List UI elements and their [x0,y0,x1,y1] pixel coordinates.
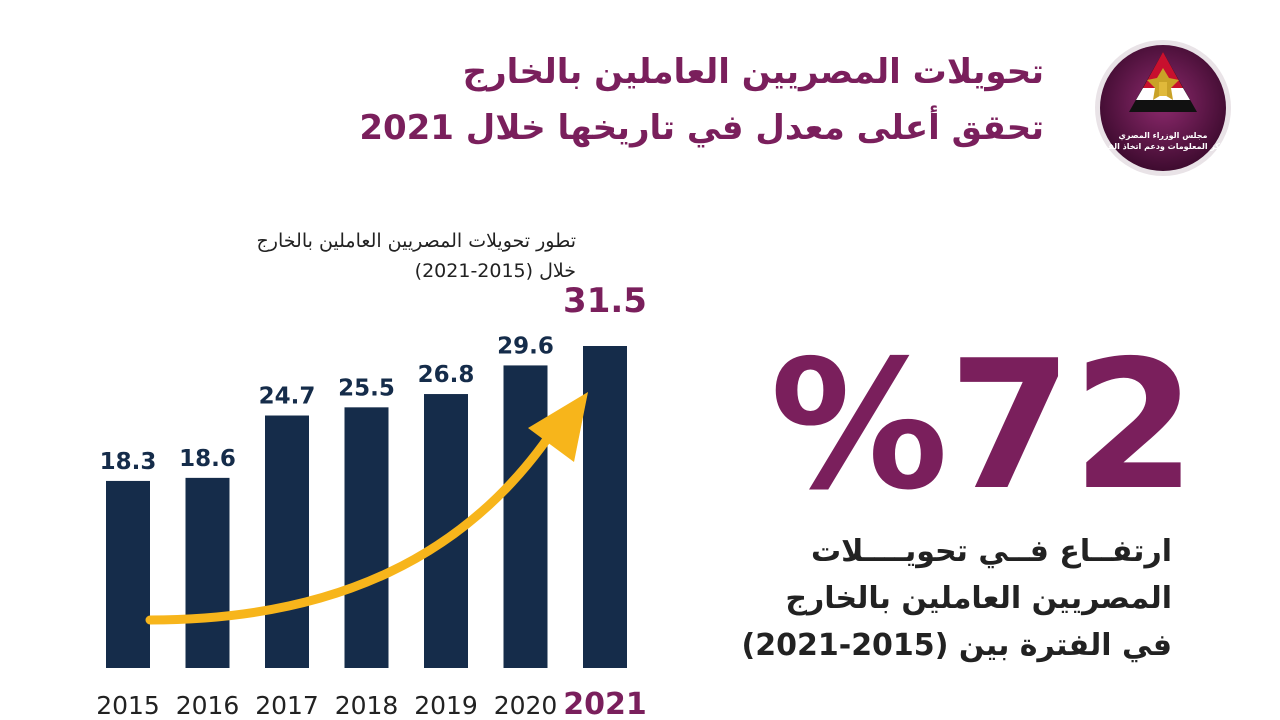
chart-title: تطور تحويلات المصريين العاملين بالخارج خ… [56,226,576,286]
value-label-2020: 29.6 [497,333,554,359]
value-label-2019: 26.8 [418,362,475,388]
logo-text-line-1: مجلس الوزراء المصري [1118,131,1208,140]
logo-badge [1095,40,1231,176]
growth-arrow-icon [145,392,588,625]
chart-subtitle: خلال (2015-2021) [414,260,576,282]
bar-2016 [185,477,230,668]
x-tick-2016: 2016 [176,691,240,720]
value-label-2021: 31.5 [563,281,647,321]
value-labels: 18.3 18.6 24.7 25.5 26.8 29.6 31.5 [100,281,647,475]
bar-2021 [583,346,627,668]
value-label-2015: 18.3 [100,449,157,475]
bar-2017 [265,415,309,668]
bar-2015 [106,480,150,668]
x-tick-labels: 2015 2016 2017 2018 2019 2020 2021 [96,687,647,720]
value-label-2017: 24.7 [259,384,316,410]
value-label-2016: 18.6 [179,446,236,472]
growth-description-line-3: في الفترة بين (2015-2021) [741,628,1172,663]
x-tick-2021: 2021 [563,687,647,720]
x-tick-2020: 2020 [494,691,558,720]
headline-line-1: تحويلات المصريين العاملين بالخارج [462,52,1044,92]
bar-2018 [344,407,389,668]
growth-description-line-1: ارتفــاع فــي تحويــــلات [811,534,1172,569]
bar-2020 [503,365,548,668]
growth-percentage: %72 [770,322,1197,529]
x-tick-2015: 2015 [96,691,160,720]
eagle-emblem-icon [1147,68,1179,100]
x-tick-2019: 2019 [414,691,478,720]
bar-series [106,346,627,668]
logo-text-line-2: مركز المعلومات ودعم اتخاذ القرار [1096,142,1230,151]
x-tick-2017: 2017 [255,691,319,720]
chart-title-line-1: تطور تحويلات المصريين العاملين بالخارج [256,230,576,252]
growth-description-line-2: المصريين العاملين بالخارج [785,581,1172,616]
growth-description: ارتفــاع فــي تحويــــلات المصريين العام… [692,528,1172,669]
cabinet-idsc-logo: مجلس الوزراء المصري مركز المعلومات ودعم … [1093,38,1233,178]
x-tick-2018: 2018 [335,691,399,720]
headline-line-2: تحقق أعلى معدل في تاريخها خلال 2021 [359,108,1044,148]
headline: تحويلات المصريين العاملين بالخارج تحقق أ… [284,44,1044,156]
value-label-2018: 25.5 [338,375,395,401]
logo-text: مجلس الوزراء المصري مركز المعلومات ودعم … [1093,130,1233,152]
